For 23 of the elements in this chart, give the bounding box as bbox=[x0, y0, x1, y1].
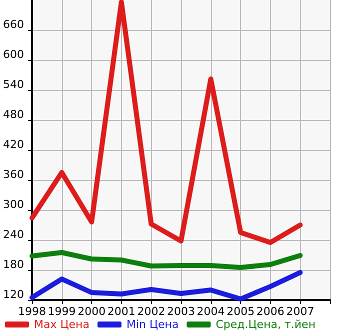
x-tick-label: 1998 bbox=[18, 305, 46, 318]
y-tick-label: 300 bbox=[3, 198, 24, 211]
x-tick-label: 2000 bbox=[78, 305, 106, 318]
y-tick-label: 120 bbox=[3, 288, 24, 301]
x-tick-label: 2005 bbox=[226, 305, 255, 318]
x-tick-label: 2003 bbox=[167, 305, 195, 318]
y-tick-label: 540 bbox=[3, 78, 24, 91]
x-tick-label: 2002 bbox=[137, 305, 166, 318]
y-tick-label: 420 bbox=[3, 138, 24, 151]
x-tick-label: 1999 bbox=[48, 305, 76, 318]
legend-label: Сред.Цена, т.йен bbox=[216, 318, 316, 331]
x-tick-label: 2004 bbox=[196, 305, 225, 318]
y-tick-label: 360 bbox=[3, 168, 24, 181]
x-tick-label: 2006 bbox=[256, 305, 284, 318]
legend-label: Max Цена bbox=[34, 318, 90, 331]
y-tick-label: 180 bbox=[3, 258, 24, 271]
y-tick-label: 480 bbox=[3, 108, 24, 121]
y-tick-label: 240 bbox=[3, 228, 24, 241]
x-tick-label: 2007 bbox=[286, 305, 314, 318]
x-tick-label: 2001 bbox=[107, 305, 136, 318]
y-tick-label: 660 bbox=[3, 18, 24, 31]
legend-label: Min Цена bbox=[126, 318, 179, 331]
y-tick-label: 600 bbox=[3, 48, 24, 61]
